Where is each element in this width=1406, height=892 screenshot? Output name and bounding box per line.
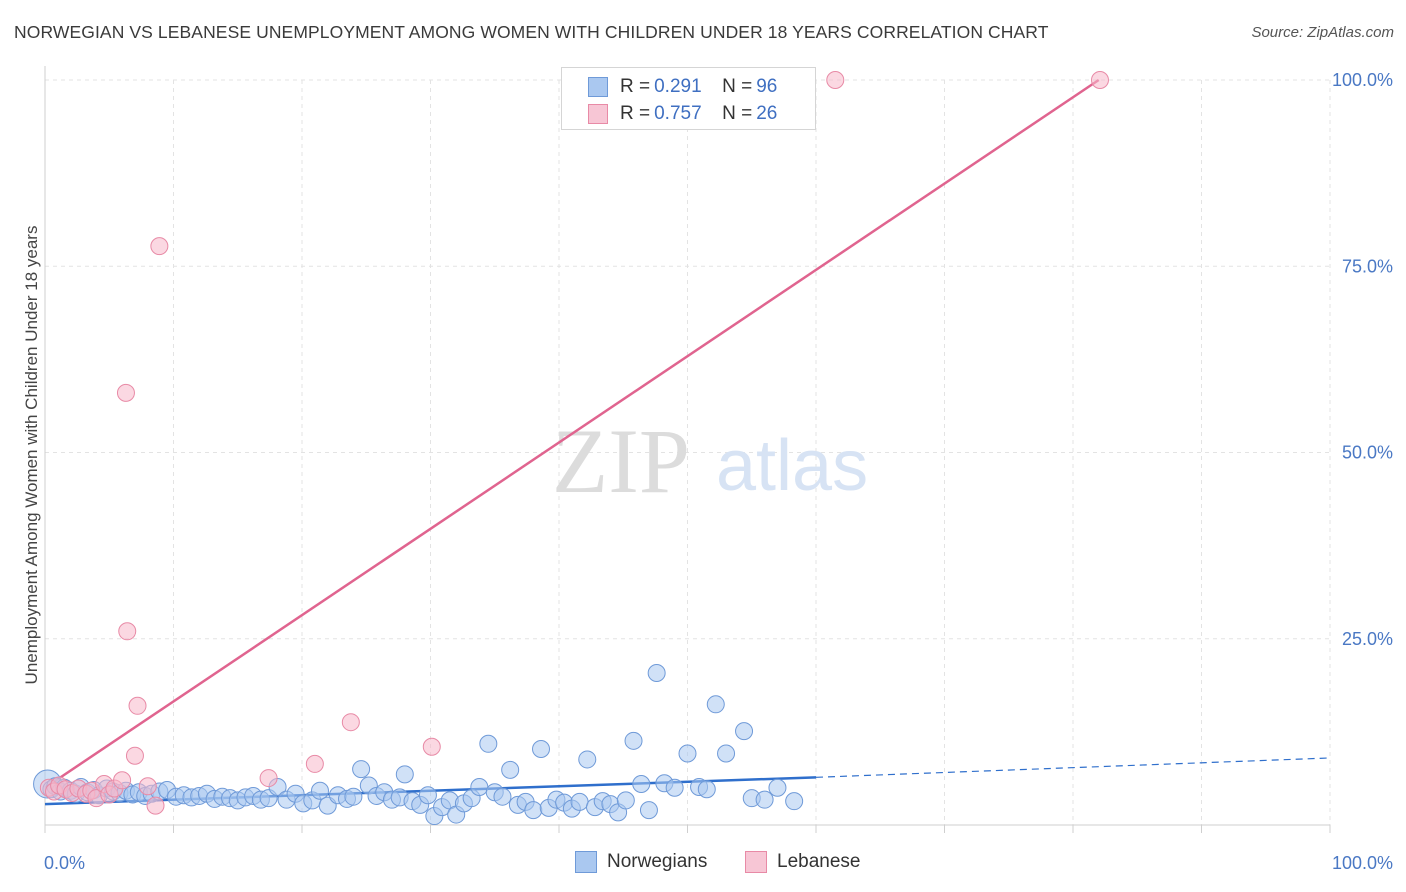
norwegians-point — [717, 744, 736, 763]
legend-n-label: N = — [722, 103, 753, 124]
norwegians-point — [768, 778, 787, 797]
legend-row-norwegians: R = 0.291 N = 96 — [588, 75, 777, 99]
swatch-norwegians — [575, 851, 597, 873]
norwegians-point — [616, 791, 635, 810]
legend-item-norwegians: Norwegians — [575, 851, 707, 873]
lebanese-point — [128, 696, 147, 715]
axes — [44, 66, 1331, 833]
lebanese-point — [118, 622, 137, 641]
norwegians-point — [697, 780, 716, 799]
y-tick-label: 25.0% — [1342, 629, 1393, 649]
series-legend: Norwegians Lebanese — [0, 851, 1406, 877]
source-credit: Source: ZipAtlas.com — [1251, 24, 1394, 41]
tick-labels: 25.0% 50.0% 75.0% 100.0% 0.0% 100.0% — [44, 70, 1393, 873]
norwegians-point — [639, 801, 658, 820]
label-norwegians: Norwegians — [607, 851, 708, 872]
legend-n-label: N = — [722, 76, 753, 97]
norwegians-points — [33, 664, 804, 826]
legend-swatch-lebanese — [588, 104, 608, 124]
norwegians-point — [493, 787, 512, 806]
swatch-lebanese — [745, 851, 767, 873]
norwegians-point — [570, 792, 589, 811]
norwegians-point — [418, 786, 437, 805]
lebanese-point — [116, 383, 135, 402]
lebanese-point — [150, 237, 169, 256]
legend-r-value: 0.291 — [654, 76, 702, 97]
lebanese-point — [125, 746, 144, 765]
lebanese-trend-line — [44, 78, 1100, 789]
norwegians-point — [678, 744, 697, 763]
lebanese-point — [113, 771, 132, 790]
lebanese-point — [305, 754, 324, 773]
legend-r-value: 0.757 — [654, 103, 702, 124]
norwegians-point — [352, 760, 371, 779]
correlation-legend: R = 0.291 N = 96 R = 0.757 N = 26 — [561, 67, 816, 130]
norwegians-point — [785, 792, 804, 811]
lebanese-point — [1090, 71, 1109, 89]
norwegians-point — [647, 664, 666, 683]
legend-r-label: R = — [620, 103, 651, 124]
legend-r-label: R = — [620, 76, 651, 97]
legend-swatch-norwegians — [588, 77, 608, 97]
norwegians-point — [578, 750, 597, 769]
x-tick-label: 100.0% — [1332, 853, 1393, 873]
norwegians-point — [755, 790, 774, 809]
norwegians-point — [479, 734, 498, 753]
legend-n-value: 26 — [756, 103, 778, 124]
norwegians-point — [706, 695, 725, 714]
lebanese-point — [259, 769, 278, 788]
lebanese-point — [138, 777, 157, 796]
norwegians-point — [470, 778, 489, 797]
norwegians-point — [532, 740, 551, 759]
lebanese-point — [341, 713, 360, 732]
chart-title: NORWEGIAN VS LEBANESE UNEMPLOYMENT AMONG… — [14, 22, 1049, 42]
norwegians-point — [665, 778, 684, 797]
norwegians-point — [344, 787, 363, 806]
lebanese-point — [826, 71, 845, 89]
label-lebanese: Lebanese — [777, 851, 861, 872]
norwegians-point — [310, 781, 329, 800]
norwegians-trend-extension — [815, 757, 1331, 778]
norwegians-point — [735, 722, 754, 741]
y-axis-label: Unemployment Among Women with Children U… — [22, 226, 41, 685]
watermark-atlas: atlas — [716, 426, 868, 506]
legend-item-lebanese: Lebanese — [745, 851, 860, 873]
y-tick-label: 50.0% — [1342, 443, 1393, 463]
lebanese-point — [422, 737, 441, 756]
norwegians-point — [395, 765, 414, 784]
norwegians-point — [632, 775, 651, 794]
legend-n-value: 96 — [756, 76, 778, 97]
norwegians-point — [501, 760, 520, 779]
norwegians-point — [624, 731, 643, 750]
x-tick-label: 0.0% — [44, 853, 85, 873]
lebanese-points — [39, 71, 1109, 815]
legend-row-lebanese: R = 0.757 N = 26 — [588, 102, 777, 126]
y-tick-label: 100.0% — [1332, 70, 1393, 90]
lebanese-point — [146, 796, 165, 815]
y-tick-label: 75.0% — [1342, 256, 1393, 276]
norwegians-point — [524, 801, 543, 820]
watermark: ZIP atlas — [552, 410, 868, 512]
watermark-zip: ZIP — [552, 410, 690, 512]
